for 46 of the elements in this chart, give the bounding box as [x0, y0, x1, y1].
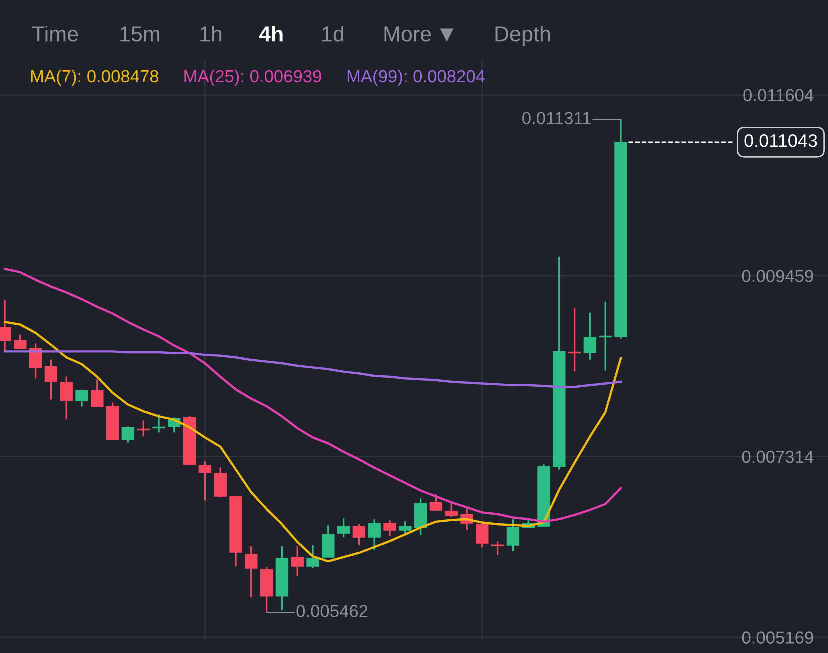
candlestick [322, 524, 335, 558]
text: 15m [120, 26, 160, 42]
candlestick [476, 524, 489, 548]
y-tick-label: 0.009459 [742, 270, 814, 282]
y-tick-label: 0.005169 [742, 632, 814, 644]
candlestick [76, 388, 88, 408]
candlestick [60, 376, 73, 421]
candlestick [368, 518, 381, 552]
text: More [384, 26, 432, 42]
text: 4h [259, 26, 283, 42]
text: Depth [496, 26, 550, 46]
candlestick [337, 518, 350, 538]
candlestick [291, 546, 304, 578]
text: Time [32, 26, 78, 42]
candlestick [14, 334, 27, 350]
text: 1d [322, 26, 344, 42]
line-series [4, 268, 622, 524]
y-tick-label: 0.007314 [742, 450, 814, 464]
candlestick [122, 426, 135, 444]
line-series [4, 321, 622, 563]
annotation: 0.005462 [296, 605, 368, 618]
candlestick [198, 460, 212, 502]
candlestick [584, 312, 597, 361]
candlestick [384, 520, 396, 538]
candlestick [0, 299, 12, 353]
text: MA(25): 0.006939 [184, 70, 322, 86]
candlestick [599, 301, 612, 372]
candlestick [430, 494, 443, 512]
candlestick [399, 520, 412, 538]
candlestick [306, 544, 320, 570]
candlestick [44, 358, 58, 401]
candlestick [352, 524, 366, 546]
text: MA(99): 0.008204 [348, 70, 485, 86]
candlestick [91, 378, 104, 408]
annotation: 0.011311 [522, 112, 591, 124]
y-tick-label: 0.011604 [744, 89, 814, 102]
candlestick [214, 466, 227, 498]
text: MA(7): 0.008478 [31, 70, 159, 86]
candlestick [506, 518, 520, 552]
candlestick [245, 546, 258, 598]
text: 1h [200, 26, 222, 42]
candlestick [152, 414, 166, 434]
candlestick [137, 420, 150, 438]
ref-line-label: 0.011043 [744, 134, 818, 148]
candlestick [491, 540, 504, 556]
candlestick [445, 502, 458, 518]
